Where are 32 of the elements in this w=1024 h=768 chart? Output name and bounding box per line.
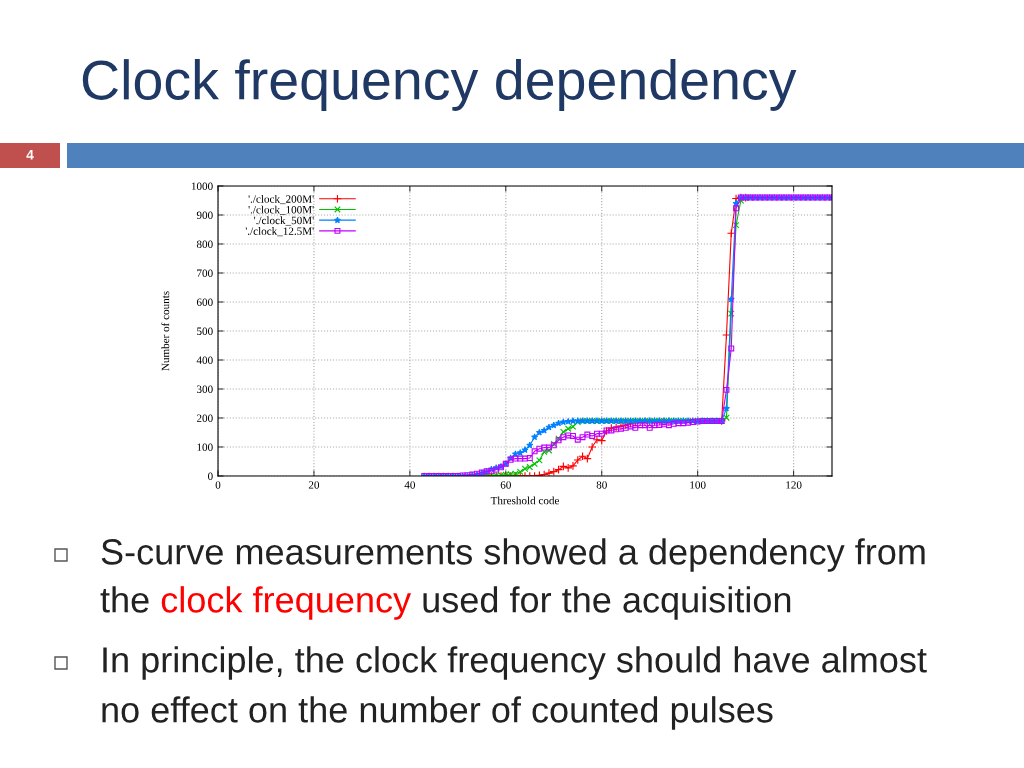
legend-label: './clock_50M' [254,216,314,226]
y-tick-label: 900 [196,211,213,219]
y-tick-label: 1000 [191,182,213,190]
x-axis-title: Threshold code [490,496,560,505]
x-tick-label: 100 [690,481,706,489]
y-tick-label: 400 [196,356,213,364]
y-tick-label: 800 [196,240,213,248]
y-axis-title: Number of counts [161,291,170,371]
y-tick-label: 100 [197,443,213,451]
legend-label: './clock_100M' [248,205,314,215]
y-tick-label: 700 [197,269,213,277]
x-tick-label: 60 [500,481,511,489]
x-tick-label: 0 [215,481,221,489]
x-tick-label: 20 [308,481,320,489]
x-tick-label: 120 [786,481,802,489]
legend-label: './clock_12.5M' [245,227,314,237]
text: no effect on the number of counted pulses [102,696,773,730]
text: In principle, the clock frequency should have almost [103,646,927,680]
y-tick-label: 0 [208,472,213,480]
y-tick-label: 300 [197,385,213,393]
chart-title: Clock frequency dependency [82,59,797,111]
legend-label: './clock_200M' [248,194,314,205]
y-tick-label: 200 [196,414,213,422]
text: the [100,586,149,613]
y-tick-label: 500 [197,327,213,335]
text: clock frequency [161,586,412,620]
y-tick-label: 600 [196,298,213,306]
text: used for the acquisition [423,586,791,620]
text: S-curve measurements showed a dependency from [101,538,925,572]
x-tick-label: 80 [596,481,607,489]
text: 4 [26,150,34,160]
x-tick-label: 40 [404,481,416,489]
